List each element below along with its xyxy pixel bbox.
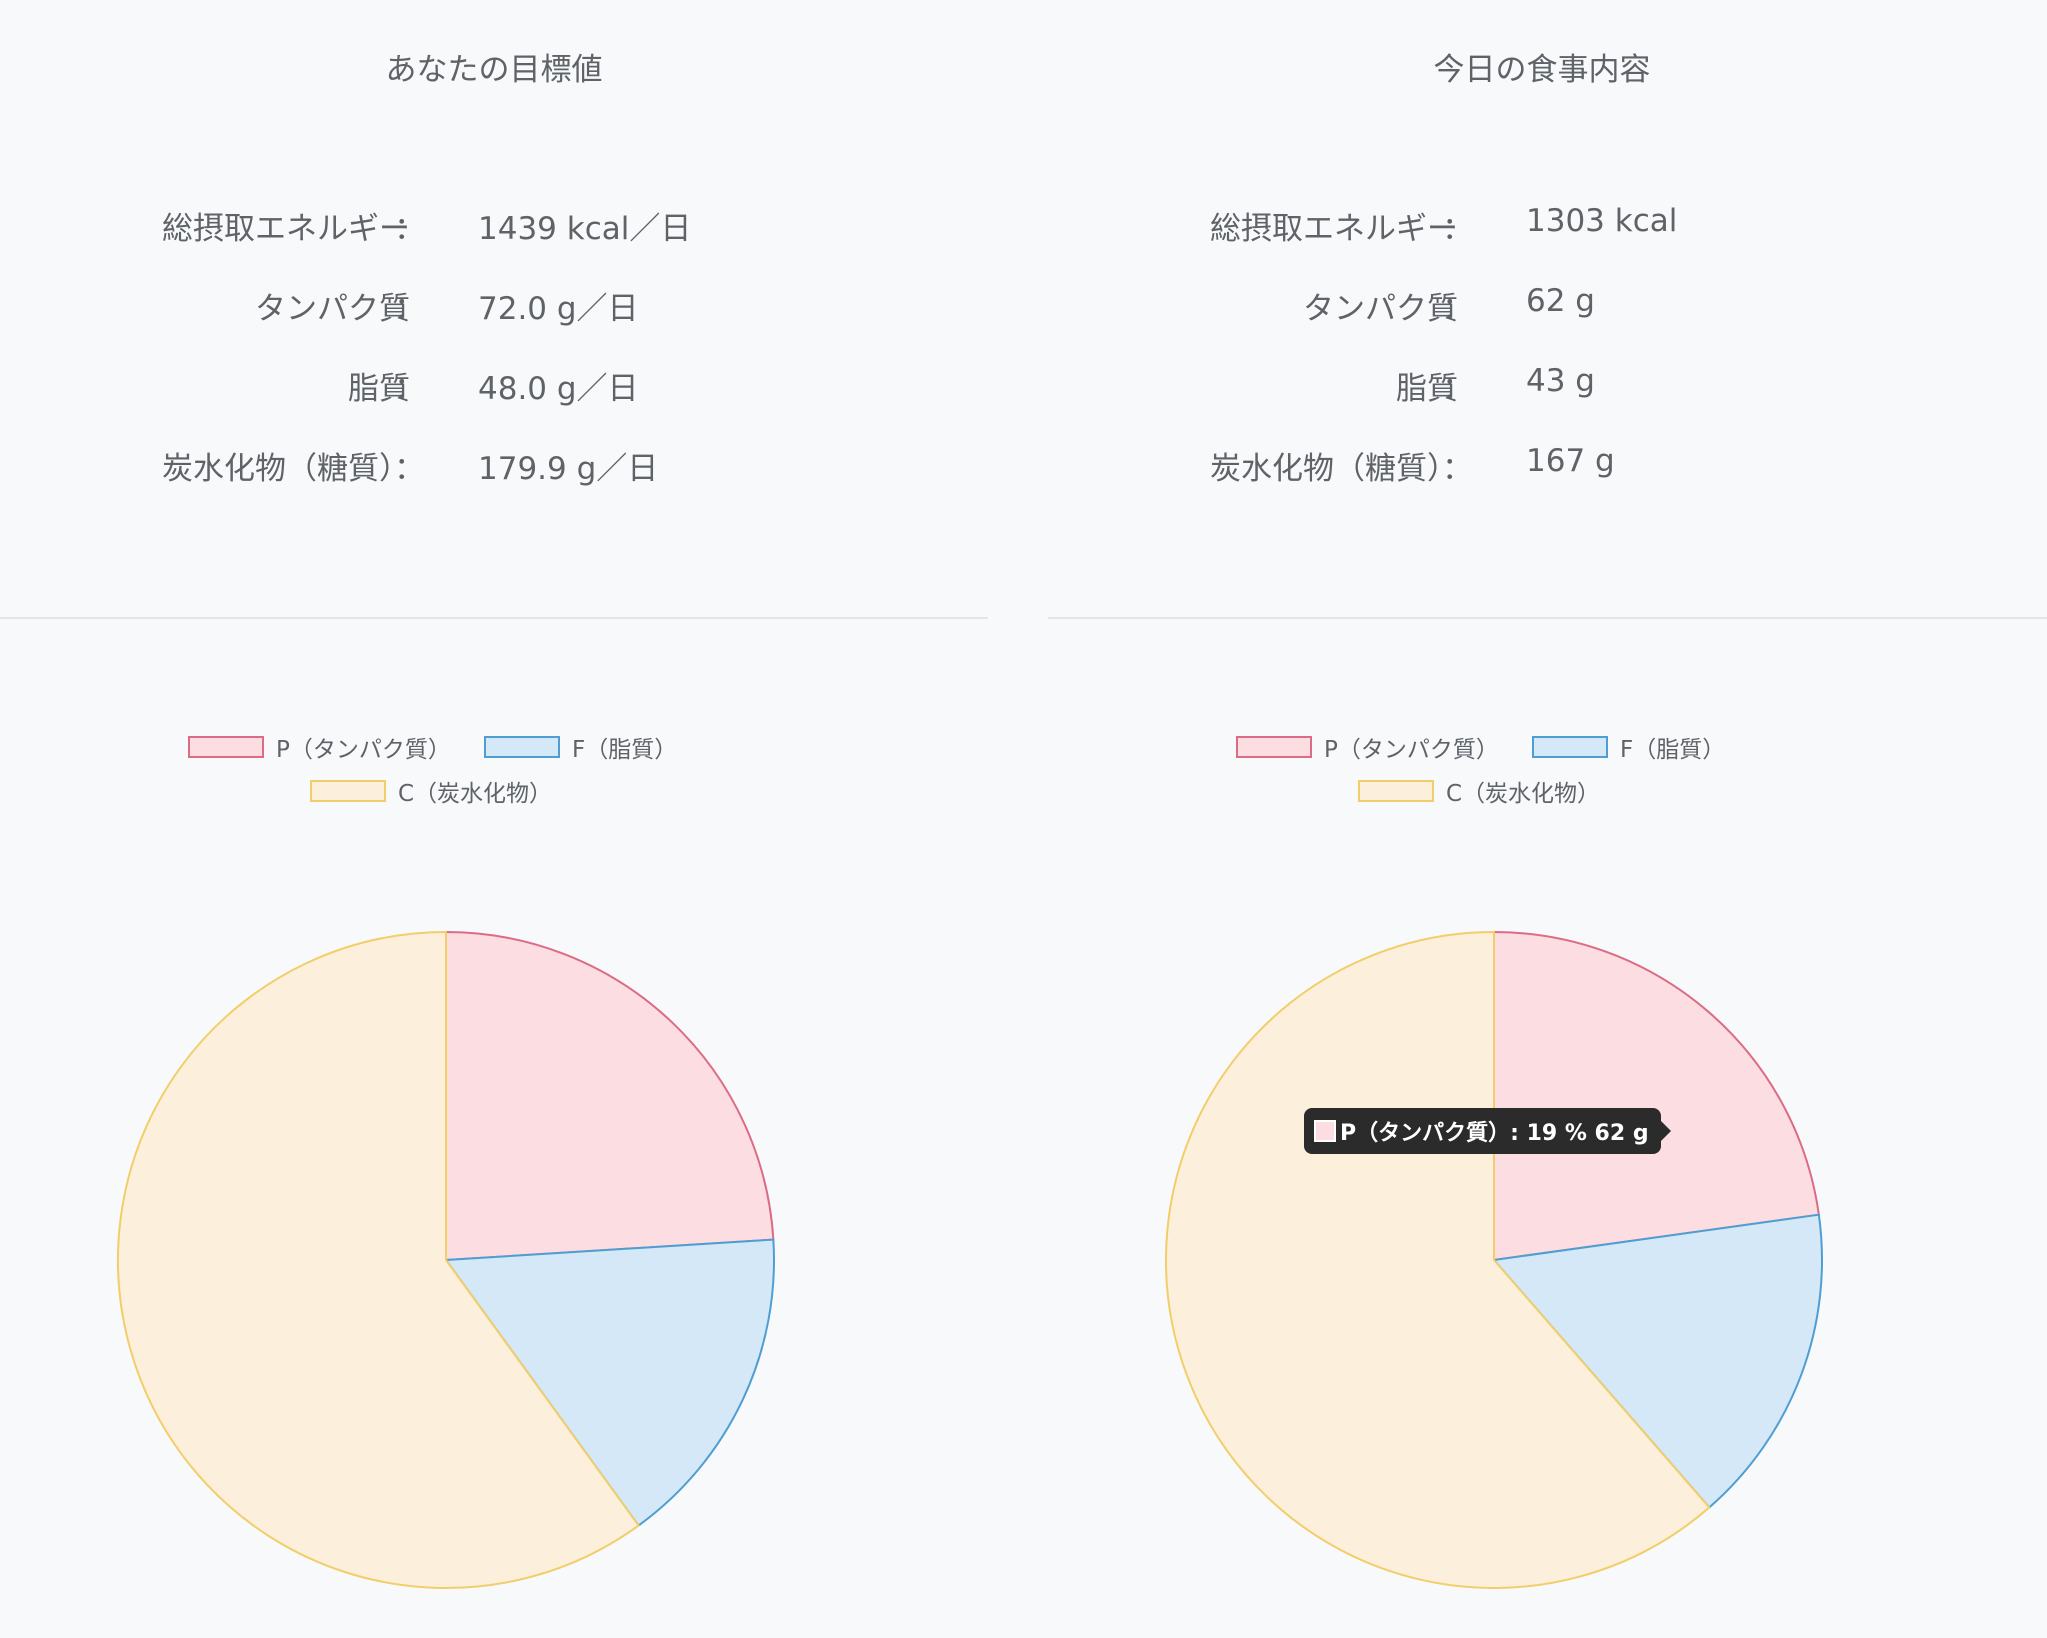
nutrient-row-carb: 炭水化物（糖質） ： 179.9 g／日 <box>0 443 988 487</box>
target-panel: あなたの目標値 総摂取エネルギー ： 1439 kcal／日 タンパク質 ： 7… <box>0 0 988 1638</box>
nutrient-value: 1439 kcal／日 <box>478 211 692 247</box>
colon: ： <box>1442 451 1473 487</box>
chart-tooltip: P（タンパク質）: 19 % 62 g <box>1304 1108 1671 1154</box>
nutrient-row-protein: タンパク質 ： 72.0 g／日 <box>0 283 988 327</box>
nutrient-label: 炭水化物（糖質） <box>162 451 410 487</box>
pie-chart-today[interactable] <box>1164 930 1824 1590</box>
chart-legend: P（タンパク質） F（脂質） C（炭水化物） <box>0 730 988 810</box>
legend-item-fat[interactable]: F（脂質） <box>484 732 678 763</box>
nutrient-label: 脂質 <box>348 371 410 407</box>
nutrient-label: タンパク質 <box>255 291 410 327</box>
panel-title: 今日の食事内容 <box>1433 52 1651 88</box>
colon: ： <box>1442 211 1473 247</box>
pie-slice-carb[interactable] <box>1165 931 1711 1589</box>
chart-legend: P（タンパク質） F（脂質） C（炭水化物） <box>1048 730 2036 810</box>
nutrient-label: 脂質 <box>1396 371 1458 407</box>
colon: ： <box>394 371 425 407</box>
nutrient-value: 48.0 g／日 <box>478 371 639 407</box>
legend-label: C（炭水化物） <box>398 781 553 807</box>
nutrient-value: 72.0 g／日 <box>478 291 639 327</box>
legend-label: C（炭水化物） <box>1446 781 1601 807</box>
tooltip-swatch <box>1314 1120 1336 1142</box>
colon: ： <box>1442 371 1473 407</box>
nutrient-row-energy: 総摂取エネルギー ： 1439 kcal／日 <box>0 203 988 247</box>
nutrient-label: 総摂取エネルギー <box>162 211 410 247</box>
pie-slice-carb[interactable] <box>117 931 640 1589</box>
nutrient-value: 62 g <box>1526 283 1595 319</box>
legend-label: P（タンパク質） <box>276 737 451 763</box>
nutrient-label: 炭水化物（糖質） <box>1210 451 1458 487</box>
colon: ： <box>394 211 425 247</box>
today-panel: 今日の食事内容 総摂取エネルギー ： 1303 kcal タンパク質 ： 62 … <box>1048 0 2047 1638</box>
legend-swatch <box>1532 736 1608 758</box>
nutrient-row-energy: 総摂取エネルギー ： 1303 kcal <box>1048 203 2036 247</box>
nutrient-value: 179.9 g／日 <box>478 451 659 487</box>
pie-slice-protein[interactable] <box>1493 931 1820 1261</box>
legend-label: P（タンパク質） <box>1324 737 1499 763</box>
legend-item-fat[interactable]: F（脂質） <box>1532 732 1726 763</box>
legend-label: F（脂質） <box>572 737 678 763</box>
pie-slice-fat[interactable] <box>1493 1213 1823 1509</box>
legend-item-protein[interactable]: P（タンパク質） <box>188 732 451 763</box>
nutrient-row-fat: 脂質 ： 43 g <box>1048 363 2036 407</box>
nutrient-value: 43 g <box>1526 363 1595 399</box>
legend-swatch <box>1358 780 1434 802</box>
colon: ： <box>394 451 425 487</box>
nutrient-row-carb: 炭水化物（糖質） ： 167 g <box>1048 443 2036 487</box>
legend-label: F（脂質） <box>1620 737 1726 763</box>
tooltip-text: P（タンパク質）: 19 % 62 g <box>1340 1121 1649 1146</box>
panel-title: あなたの目標値 <box>385 52 603 88</box>
pie-slice-fat[interactable] <box>445 1238 775 1527</box>
nutrient-value: 1303 kcal <box>1526 203 1678 239</box>
nutrient-value: 167 g <box>1526 443 1615 479</box>
legend-item-carb[interactable]: C（炭水化物） <box>310 776 553 807</box>
legend-swatch <box>188 736 264 758</box>
colon: ： <box>1442 291 1473 327</box>
nutrient-row-fat: 脂質 ： 48.0 g／日 <box>0 363 988 407</box>
divider <box>0 617 988 619</box>
pie-slice-protein[interactable] <box>445 931 775 1261</box>
divider <box>1048 617 2047 619</box>
pie-chart-target[interactable] <box>116 930 776 1590</box>
nutrient-label: タンパク質 <box>1303 291 1458 327</box>
legend-item-carb[interactable]: C（炭水化物） <box>1358 776 1601 807</box>
nutrient-label: 総摂取エネルギー <box>1210 211 1458 247</box>
colon: ： <box>394 291 425 327</box>
legend-item-protein[interactable]: P（タンパク質） <box>1236 732 1499 763</box>
nutrient-row-protein: タンパク質 ： 62 g <box>1048 283 2036 327</box>
legend-swatch <box>484 736 560 758</box>
legend-swatch <box>310 780 386 802</box>
legend-swatch <box>1236 736 1312 758</box>
